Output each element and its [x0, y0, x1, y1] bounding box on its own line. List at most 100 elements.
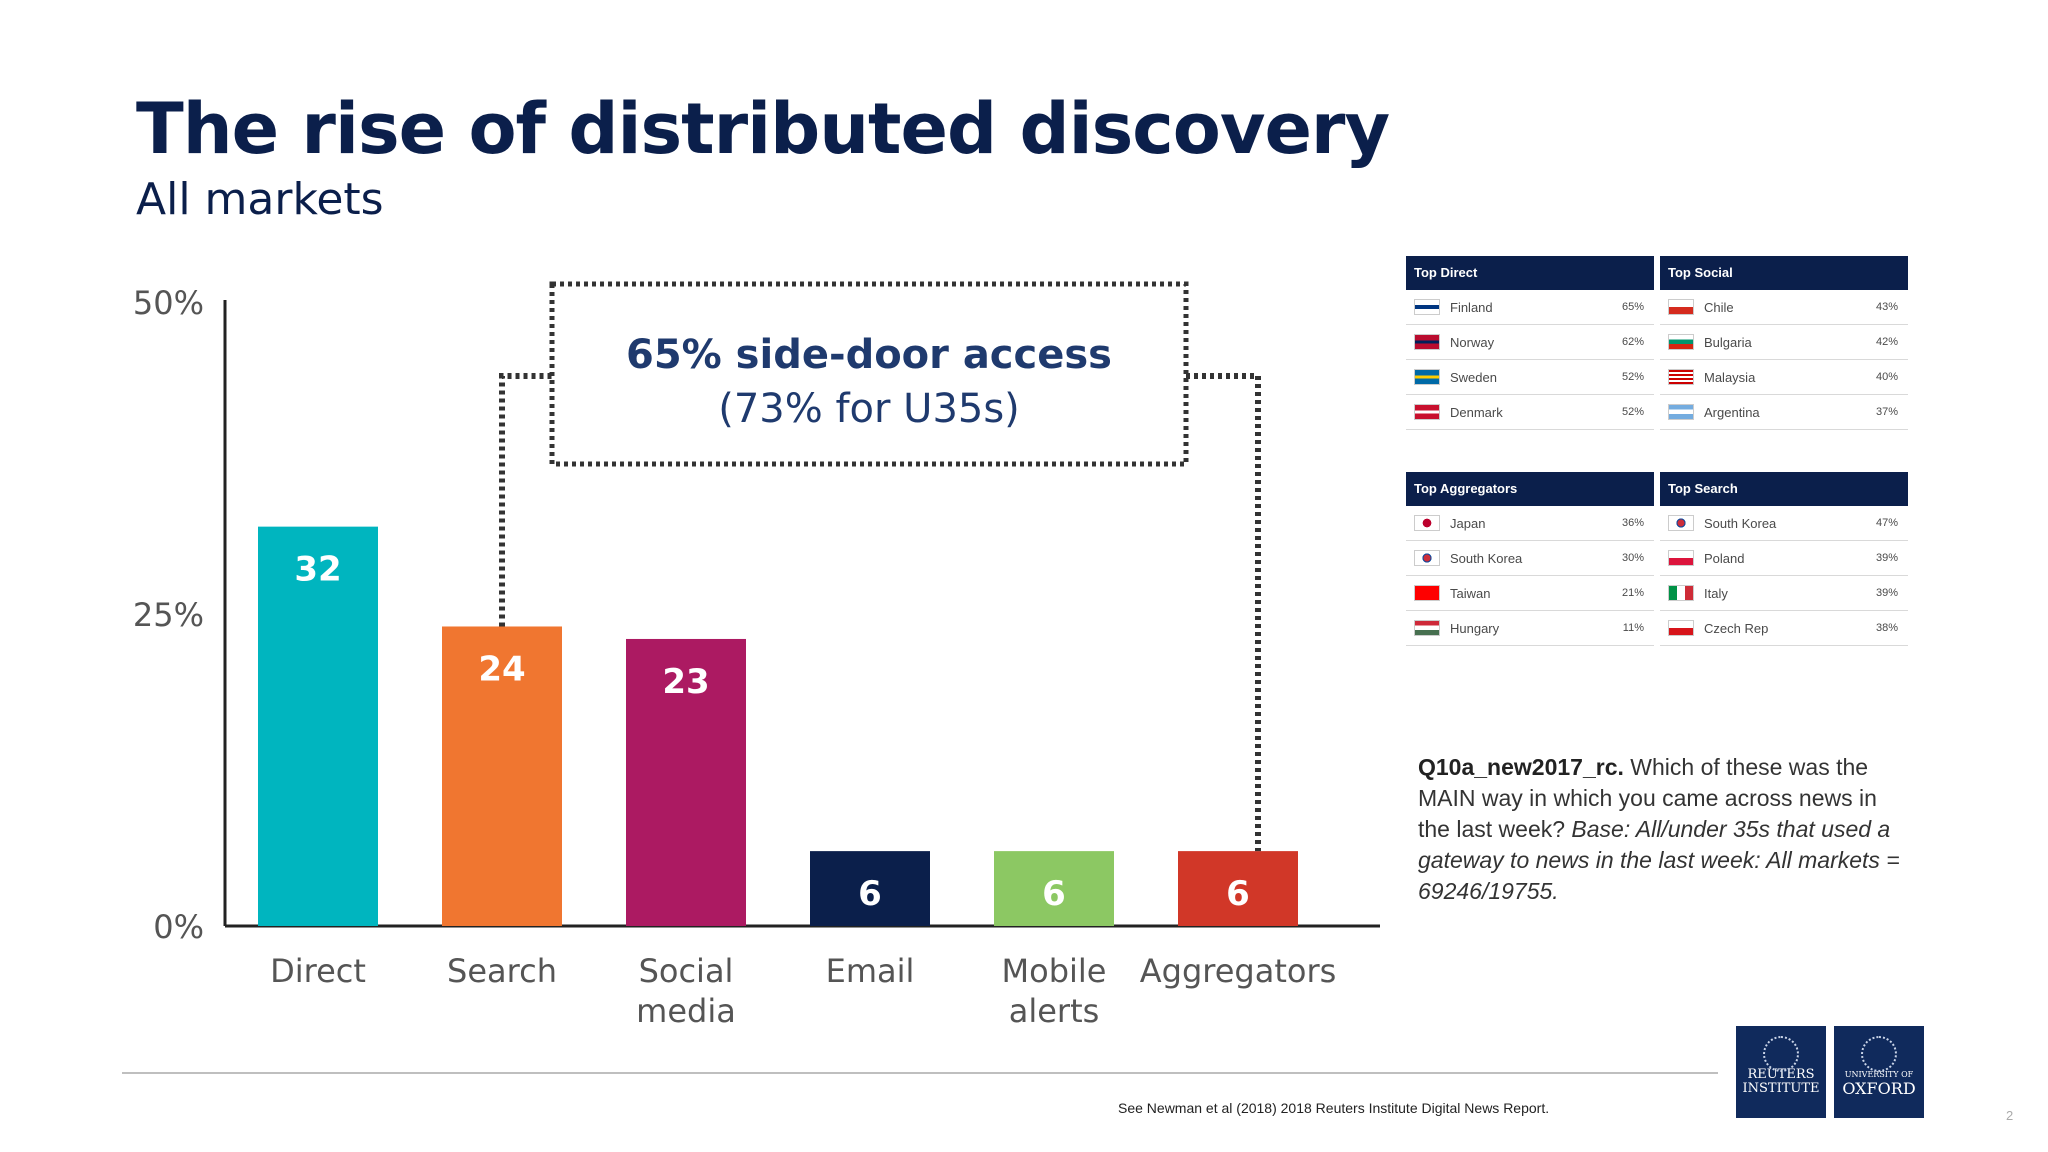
italy-flag-icon: [1668, 585, 1694, 601]
sweden-flag-icon: [1414, 369, 1440, 385]
bar-2: [626, 638, 746, 926]
table-row: Japan 36%: [1406, 506, 1654, 541]
table-top-search: Top Search South Korea 47% Poland 39% Italy 39…: [1660, 472, 1908, 646]
south-korea-flag-icon: [1668, 515, 1694, 531]
south-korea-flag-icon: [1414, 550, 1440, 566]
category-label: Social: [639, 952, 734, 990]
table-top-direct: Top Direct Finland 65% Norway 62% Sweden 52% De…: [1406, 256, 1654, 430]
chile-flag-icon: [1668, 299, 1694, 315]
country-name: South Korea: [1450, 550, 1523, 566]
footer-citation: See Newman et al (2018) 2018 Reuters Ins…: [1118, 1100, 1550, 1116]
table-row: Argentina 37%: [1660, 395, 1908, 430]
bulgaria-flag-icon: [1668, 334, 1694, 350]
country-name: Finland: [1450, 299, 1493, 315]
annotation-line1: 65% side-door access: [626, 332, 1112, 378]
table-row: Hungary 11%: [1406, 611, 1654, 646]
footer-divider: [122, 1072, 1718, 1074]
table-row: Chile 43%: [1660, 290, 1908, 325]
country-value: 40%: [1875, 371, 1898, 383]
country-value: 52%: [1621, 406, 1644, 418]
table-heading: Top Aggregators: [1406, 472, 1654, 506]
country-name: Taiwan: [1450, 585, 1491, 601]
annotation-line2: (73% for U35s): [718, 386, 1020, 432]
category-label: Mobile: [1002, 952, 1107, 990]
slide-title: The rise of distributed discovery: [136, 88, 1390, 170]
y-tick-label: 50%: [133, 284, 204, 322]
country-value: 39%: [1875, 552, 1898, 564]
question-text: Which of these was the MAIN way in which…: [1418, 754, 1877, 842]
bar-5: [1178, 851, 1298, 926]
country-value: 30%: [1621, 552, 1644, 564]
table-row: Italy 39%: [1660, 576, 1908, 611]
category-label: Direct: [270, 952, 366, 990]
country-value: 62%: [1621, 336, 1644, 348]
country-name: Czech Rep: [1704, 620, 1769, 636]
logo-left-line2: INSTITUTE: [1742, 1081, 1820, 1096]
table-row: Norway 62%: [1406, 325, 1654, 360]
country-value: 65%: [1621, 301, 1644, 313]
country-name: Norway: [1450, 334, 1495, 350]
country-name: Italy: [1704, 585, 1728, 601]
question-base: Base: All/under 35s that used a gateway …: [1418, 816, 1900, 904]
page-number: 2: [2006, 1108, 2014, 1123]
reuters-institute-logo: REUTERS INSTITUTE: [1736, 1026, 1826, 1118]
hungary-flag-icon: [1414, 620, 1440, 636]
country-name: South Korea: [1704, 515, 1777, 531]
table-row: Taiwan 21%: [1406, 576, 1654, 611]
category-label: alerts: [1009, 992, 1100, 1030]
category-label: Aggregators: [1140, 952, 1337, 990]
category-label: Email: [826, 952, 915, 990]
bar-0: [258, 526, 378, 926]
country-value: 39%: [1875, 587, 1898, 599]
country-value: 21%: [1621, 587, 1644, 599]
logo-right-line2: OXFORD: [1842, 1079, 1916, 1098]
table-row: South Korea 47%: [1660, 506, 1908, 541]
table-row: Bulgaria 42%: [1660, 325, 1908, 360]
country-name: Denmark: [1450, 404, 1503, 420]
country-name: Chile: [1704, 299, 1734, 315]
data-label: 6: [1226, 874, 1250, 914]
table-top-aggregators: Top Aggregators Japan 36% South Korea 30% Tai…: [1406, 472, 1654, 646]
logo-right-line1: UNIVERSITY OF: [1844, 1070, 1914, 1079]
category-label: media: [636, 992, 736, 1030]
country-name: Poland: [1704, 550, 1745, 566]
oxford-crest-icon: [1861, 1036, 1897, 1072]
country-name: Japan: [1450, 515, 1486, 531]
bar-4: [994, 851, 1114, 926]
country-value: 47%: [1875, 517, 1898, 529]
bar-3: [810, 851, 930, 926]
denmark-flag-icon: [1414, 404, 1440, 420]
bar-1: [442, 626, 562, 926]
finland-flag-icon: [1414, 299, 1440, 315]
country-value: 11%: [1622, 622, 1644, 634]
slide-subtitle: All markets: [136, 174, 384, 225]
country-value: 42%: [1875, 336, 1898, 348]
country-value: 36%: [1621, 517, 1644, 529]
taiwan-flag-icon: [1414, 585, 1440, 601]
y-tick-label: 25%: [133, 596, 204, 634]
country-name: Malaysia: [1704, 369, 1756, 385]
country-name: Bulgaria: [1704, 334, 1752, 350]
table-row: South Korea 30%: [1406, 541, 1654, 576]
table-top-social: Top Social Chile 43% Bulgaria 42% Malaysia 40%…: [1660, 256, 1908, 430]
table-row: Malaysia 40%: [1660, 360, 1908, 395]
country-name: Sweden: [1450, 369, 1497, 385]
question-note: Q10a_new2017_rc. Which of these was the …: [1418, 752, 1908, 907]
y-tick-label: 0%: [153, 908, 204, 946]
country-value: 37%: [1875, 406, 1898, 418]
table-row: Czech Rep 38%: [1660, 611, 1908, 646]
table-heading: Top Direct: [1406, 256, 1654, 290]
poland-flag-icon: [1668, 550, 1694, 566]
data-label: 32: [294, 550, 341, 590]
argentina-flag-icon: [1668, 404, 1694, 420]
data-label: 6: [1042, 874, 1066, 914]
table-heading: Top Search: [1660, 472, 1908, 506]
country-value: 52%: [1621, 371, 1644, 383]
oxford-logo: UNIVERSITY OF OXFORD: [1834, 1026, 1924, 1118]
table-row: Finland 65%: [1406, 290, 1654, 325]
malaysia-flag-icon: [1668, 369, 1694, 385]
reuters-crest-icon: [1763, 1036, 1799, 1072]
category-label: Search: [447, 952, 557, 990]
logo-left-line1: REUTERS: [1747, 1067, 1815, 1082]
